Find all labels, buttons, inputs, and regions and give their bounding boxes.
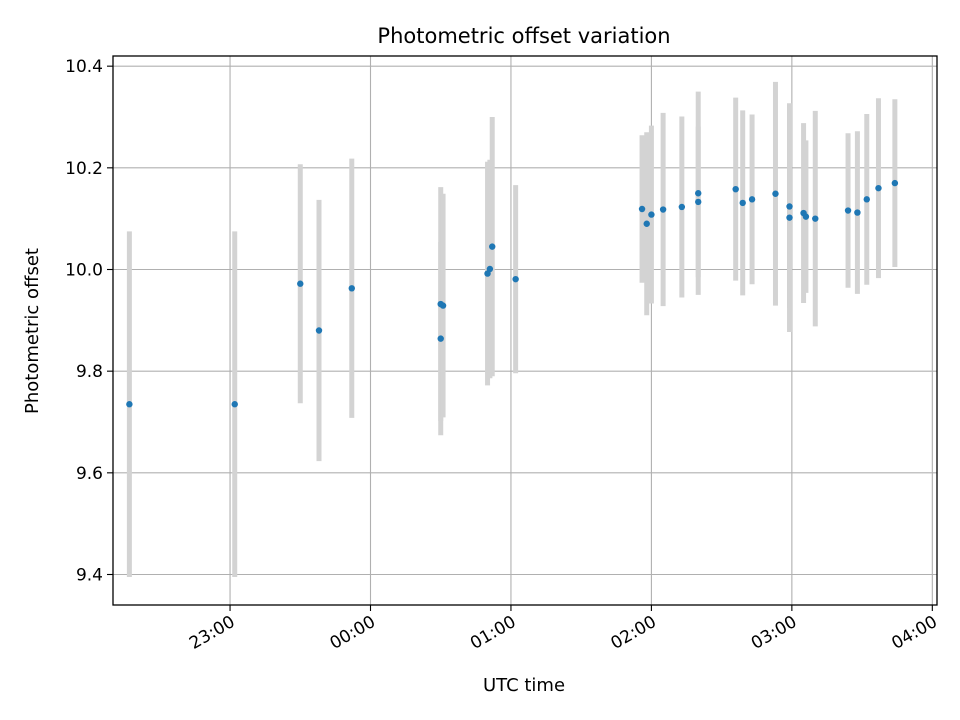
x-tick-label: 04:00 <box>888 612 940 654</box>
x-tick-label: 01:00 <box>467 612 519 654</box>
chart-title: Photometric offset variation <box>377 24 670 48</box>
data-point <box>126 401 133 408</box>
data-point <box>863 196 870 203</box>
data-point <box>643 220 650 227</box>
data-point <box>297 280 304 287</box>
data-point <box>786 203 793 210</box>
data-point <box>854 209 861 216</box>
y-tick-label: 10.0 <box>65 261 103 281</box>
data-point <box>812 215 819 222</box>
data-point <box>486 265 494 273</box>
x-axis-ticks: 23:00 00:00 01:00 02:00 03:00 04:00 <box>186 605 941 654</box>
y-tick-label: 10.2 <box>65 159 103 179</box>
y-axis-ticks: 9.4 9.6 9.8 10.0 10.2 10.4 <box>65 57 113 586</box>
data-point <box>638 205 646 213</box>
y-tick-label: 9.6 <box>76 464 103 484</box>
data-point <box>678 203 686 211</box>
x-tick-label: 23:00 <box>186 612 238 654</box>
plot-frame <box>112 55 938 606</box>
data-point <box>802 213 810 220</box>
data-point <box>489 243 496 250</box>
data-point <box>695 190 702 197</box>
data-point <box>748 196 756 203</box>
data-point <box>648 211 655 218</box>
data-point <box>786 214 793 221</box>
data-point <box>875 184 882 192</box>
data-point <box>231 401 238 408</box>
data-point <box>891 179 899 187</box>
data-point <box>772 190 779 197</box>
data-point <box>732 185 739 193</box>
x-tick-label: 03:00 <box>748 612 800 654</box>
data-point <box>437 335 444 342</box>
data-point <box>844 207 852 214</box>
y-tick-label: 9.8 <box>76 362 103 382</box>
data-points <box>126 179 899 408</box>
data-point <box>512 275 519 283</box>
data-point <box>695 198 702 206</box>
data-point <box>659 206 667 213</box>
data-point <box>315 327 323 334</box>
data-point <box>348 285 355 292</box>
x-tick-label: 02:00 <box>607 612 659 654</box>
errorbars <box>126 81 898 578</box>
data-point <box>739 199 746 207</box>
y-axis-label: Photometric offset <box>22 248 43 414</box>
x-axis-label: UTC time <box>483 675 565 696</box>
y-tick-label: 9.4 <box>76 566 103 586</box>
data-point <box>439 302 447 309</box>
y-tick-label: 10.4 <box>65 57 103 77</box>
x-tick-label: 00:00 <box>327 612 379 654</box>
